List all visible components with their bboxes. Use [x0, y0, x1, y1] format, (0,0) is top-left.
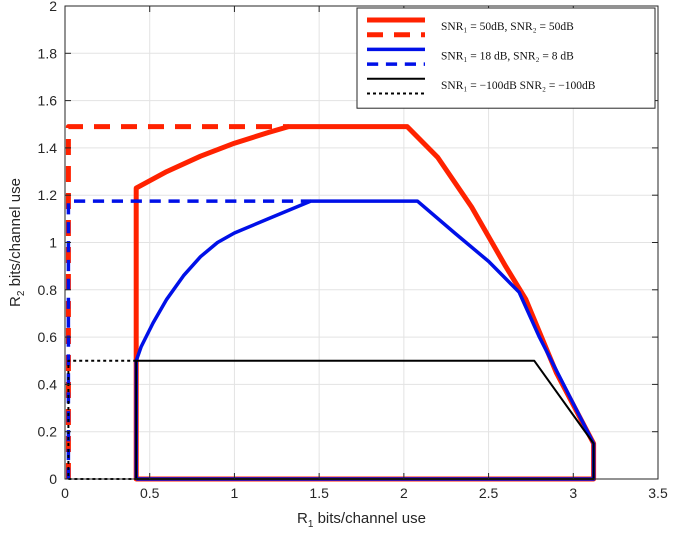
y-tick-label-1: 0.2: [38, 424, 58, 440]
x-tick-label-6: 3: [569, 485, 577, 501]
y-axis-label: R2 bits/channel use: [7, 178, 27, 307]
legend-label-0: SNR₁ = 50dB, SNR₂ = 50dB: [441, 21, 574, 33]
x-tick-label-2: 1: [231, 485, 239, 501]
tick-labels: 0 0.5 1 1.5 2 2.5 3 3.5 0 0.2 0.4 0.6 0.8 1 1.2 1.4 1.6 1…: [38, 0, 668, 501]
x-axis-label-base: R: [297, 510, 308, 527]
x-axis-label: R1 bits/channel use: [297, 510, 426, 530]
legend: SNR₁ = 50dB, SNR₂ = 50dB SNR₁ = 18 dB, SN…: [356, 7, 656, 109]
y-tick-label-9: 1.8: [38, 45, 58, 61]
x-tick-label-7: 3.5: [648, 485, 668, 501]
x-tick-label-4: 2: [400, 485, 408, 501]
x-tick-label-5: 2.5: [479, 485, 499, 501]
y-axis-label-base: R: [7, 296, 24, 307]
x-axis-label-sub: 1: [308, 519, 314, 530]
x-tick-label-3: 1.5: [309, 485, 329, 501]
y-tick-label-0: 0: [49, 471, 57, 487]
y-tick-label-10: 2: [49, 0, 57, 14]
series-line-3: [66, 199, 311, 479]
x-tick-label-0: 0: [61, 485, 69, 501]
x-tick-label-1: 0.5: [140, 485, 160, 501]
y-tick-label-3: 0.6: [38, 329, 58, 345]
y-tick-label-6: 1.2: [38, 187, 58, 203]
legend-label-4: SNR₁ = −100dB SNR₂ = −100dB: [441, 80, 596, 92]
y-tick-label-5: 1: [49, 235, 57, 251]
x-axis-label-rest: bits/channel use: [313, 510, 426, 527]
y-tick-label-4: 0.8: [38, 282, 58, 298]
y-tick-label-8: 1.6: [38, 93, 58, 109]
series-line-5: [67, 359, 137, 480]
y-axis-label-rest: bits/channel use: [7, 178, 24, 291]
y-tick-label-7: 1.4: [38, 140, 58, 156]
y-tick-label-2: 0.4: [38, 376, 58, 392]
series-line-2: [134, 199, 596, 481]
legend-box: [356, 7, 656, 109]
legend-label-2: SNR₁ = 18 dB, SNR₂ = 8 dB: [441, 50, 574, 62]
y-axis-label-sub: 2: [16, 290, 27, 296]
